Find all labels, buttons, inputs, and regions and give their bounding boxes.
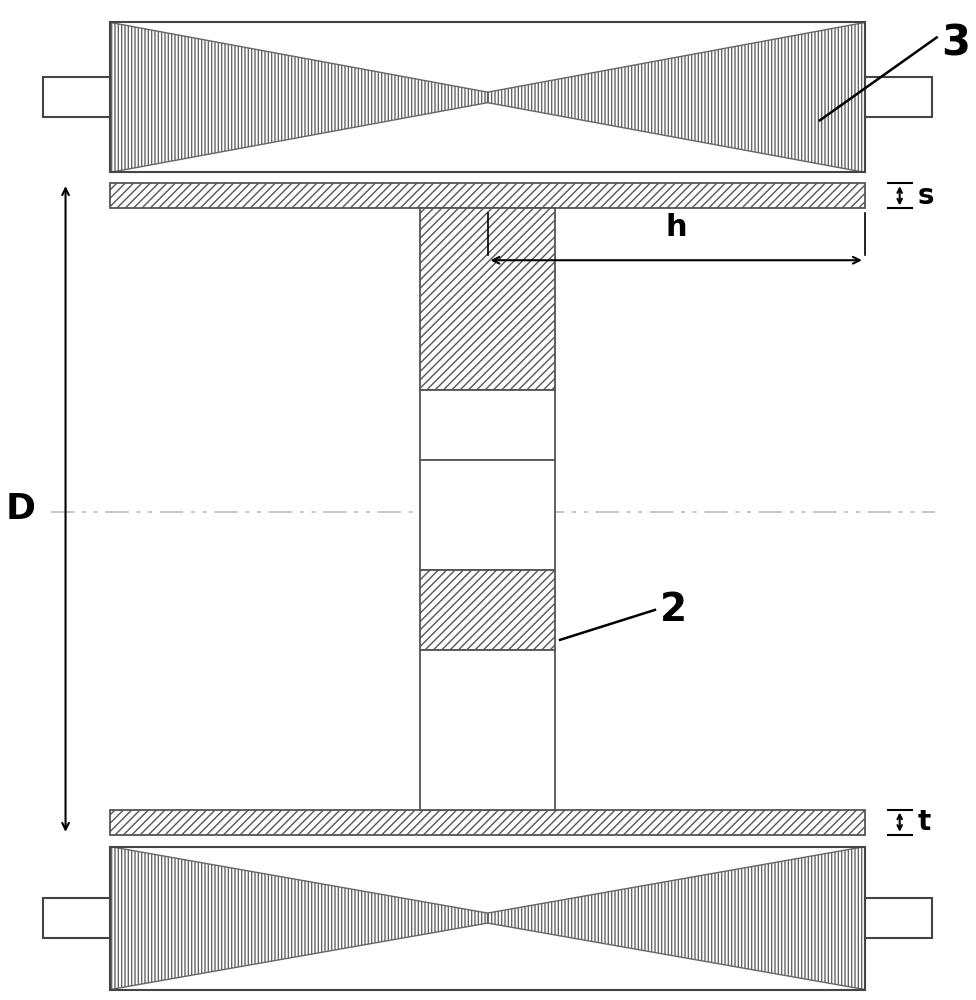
Bar [421,460,555,570]
Polygon shape [488,847,865,990]
Bar [865,77,932,117]
Bar [421,650,555,810]
Bar [43,898,110,938]
Bar [110,183,865,208]
Polygon shape [110,847,488,990]
Text: 2: 2 [660,591,687,629]
Bar [110,847,865,990]
Text: s: s [917,182,934,210]
Bar [110,22,865,172]
Text: h: h [666,213,687,242]
Text: 3: 3 [942,22,971,64]
Bar [43,77,110,117]
Bar [421,570,555,650]
Polygon shape [110,22,488,172]
Bar [865,898,932,938]
Bar [110,810,865,835]
Text: t: t [917,808,931,836]
Polygon shape [488,22,865,172]
Bar [110,847,865,990]
Bar [421,390,555,460]
Bar [110,22,865,172]
Bar [421,208,555,390]
Text: D: D [6,492,35,526]
